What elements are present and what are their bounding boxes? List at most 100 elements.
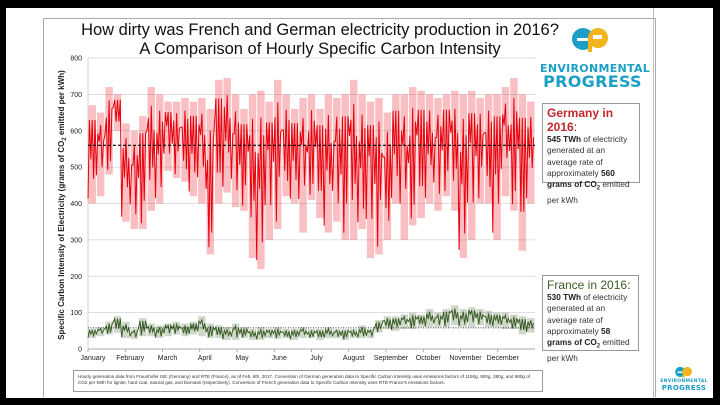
x-tick-label-february: February xyxy=(116,355,145,362)
france-week-range xyxy=(425,308,434,328)
france-week-range xyxy=(349,328,358,339)
france-week-range xyxy=(299,327,307,339)
france-week-range xyxy=(459,308,468,328)
france-twh: 530 TWh xyxy=(547,292,582,302)
france-sub: 2 xyxy=(596,343,601,350)
france-week-range xyxy=(155,325,164,339)
germany-week-range xyxy=(122,123,130,222)
france-week-range xyxy=(408,312,417,329)
x-tick-label-november: November xyxy=(449,355,482,362)
chart-title-line2: A Comparison of Hourly Specific Carbon I… xyxy=(139,40,501,58)
x-tick-label-december: December xyxy=(487,355,520,362)
y-tick-label: 500 xyxy=(70,165,82,172)
france-week-range xyxy=(181,323,189,337)
germany-series xyxy=(87,78,535,269)
germany-week-range xyxy=(408,87,417,226)
france-week-range xyxy=(417,314,425,328)
france-week-range xyxy=(476,308,484,326)
france-series xyxy=(87,305,535,340)
chart-title-line1: How dirty was French and German electric… xyxy=(81,21,559,39)
france-week-range xyxy=(518,316,527,335)
x-tick-label-march: March xyxy=(158,355,178,362)
germany-week-range xyxy=(299,98,307,233)
france-week-range xyxy=(122,321,130,339)
germany-sub: 2 xyxy=(596,185,601,192)
france-week-range xyxy=(206,323,215,339)
france-text1: of electricity generated at an average r… xyxy=(547,292,628,336)
germany-week-range xyxy=(113,94,122,131)
germany-week-range xyxy=(307,94,316,200)
germany-week-range xyxy=(189,101,198,197)
france-week-range xyxy=(451,305,459,326)
small-logo-icon xyxy=(675,366,692,379)
germany-week-range xyxy=(518,94,527,251)
x-tick-label-may: May xyxy=(235,355,249,362)
germany-heading: Germany in 2016 xyxy=(547,106,614,134)
y-tick-label: 400 xyxy=(70,201,82,208)
france-week-range xyxy=(282,328,290,339)
france-week-range xyxy=(105,321,113,335)
x-tick-label-september: September xyxy=(374,355,409,362)
france-week-range xyxy=(96,327,105,337)
y-tick-label: 300 xyxy=(70,237,82,244)
france-week-range xyxy=(341,328,349,340)
germany-week-range xyxy=(434,98,442,211)
y-tick-label: 100 xyxy=(70,310,82,317)
france-week-range xyxy=(240,327,248,339)
y-tick-label: 800 xyxy=(70,56,82,63)
x-tick-label-june: June xyxy=(272,355,287,362)
germany-week-range xyxy=(164,101,172,171)
france-week-range xyxy=(248,328,257,340)
x-tick-label-august: August xyxy=(343,355,365,362)
france-week-range xyxy=(493,312,501,328)
france-line xyxy=(87,308,535,340)
france-week-range xyxy=(164,323,172,337)
germany-week-range xyxy=(96,112,105,197)
x-tick-label-january: January xyxy=(81,355,106,362)
germany-week-range xyxy=(240,108,248,211)
germany-week-range xyxy=(417,90,425,219)
france-week-range xyxy=(442,308,451,328)
germany-week-range xyxy=(257,90,265,269)
germany-heading-suffix: : xyxy=(573,120,578,134)
germany-week-range xyxy=(316,108,324,219)
france-week-range xyxy=(215,325,223,339)
france-week-range xyxy=(274,327,282,339)
france-heading-suffix: : xyxy=(627,278,631,292)
france-week-range xyxy=(198,316,206,337)
logo-text-progress: PROGRESS xyxy=(543,72,642,91)
slide-divider xyxy=(653,8,654,398)
france-week-range xyxy=(172,321,181,335)
france-week-range xyxy=(484,310,493,328)
france-week-range xyxy=(307,328,316,339)
france-week-range xyxy=(290,328,299,340)
germany-week-range xyxy=(476,98,484,204)
germany-week-range xyxy=(383,112,392,240)
france-text2: emitted per kWh xyxy=(547,337,630,364)
germany-week-range xyxy=(442,94,451,197)
source-footnote: Hourly generation data from Fraunhofer I… xyxy=(73,370,543,392)
germany-line xyxy=(87,95,535,261)
france-week-range xyxy=(392,316,400,331)
germany-week-range xyxy=(425,94,434,204)
france-info-box: France in 2016: 530 TWh of electricity g… xyxy=(542,275,639,363)
france-week-range xyxy=(257,327,265,340)
y-tick-label: 0 xyxy=(78,347,82,354)
germany-week-range xyxy=(290,108,299,204)
germany-info-box: Germany in 2016: 545 TWh of electricity … xyxy=(542,103,640,205)
germany-week-range xyxy=(206,108,215,255)
germany-week-range xyxy=(392,94,400,204)
germany-week-range xyxy=(375,98,383,255)
france-week-range xyxy=(88,328,96,339)
germany-week-range xyxy=(223,78,231,193)
germany-week-range xyxy=(468,90,476,240)
france-week-range xyxy=(265,328,274,339)
france-week-range xyxy=(130,328,139,339)
germany-week-range xyxy=(459,94,468,259)
germany-week-range xyxy=(501,87,510,197)
germany-week-range xyxy=(105,87,113,175)
germany-week-range xyxy=(139,116,147,229)
germany-week-range xyxy=(215,79,223,204)
germany-week-range xyxy=(484,94,493,204)
